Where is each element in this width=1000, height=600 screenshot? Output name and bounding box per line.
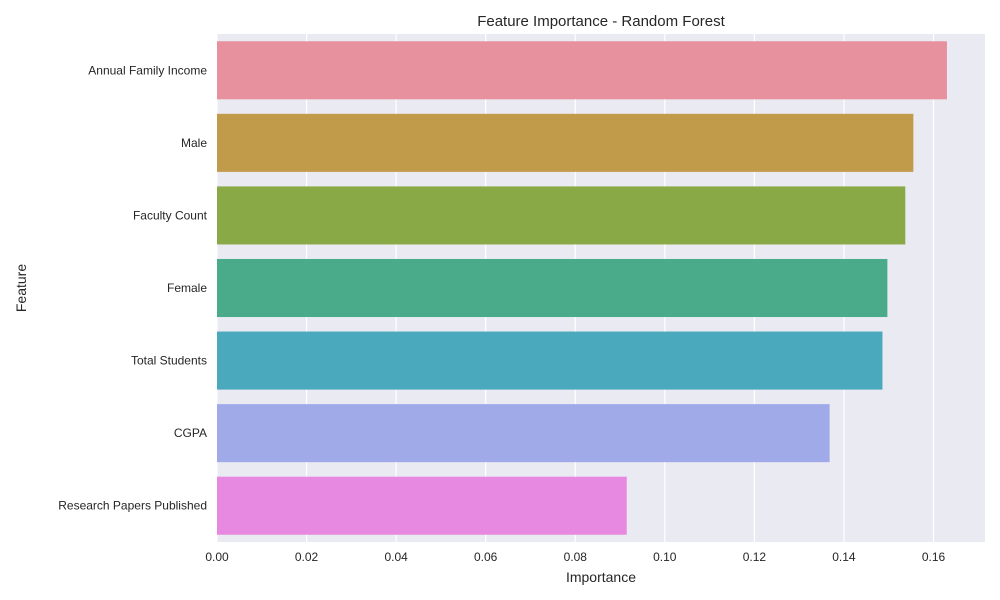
x-tick-label: 0.06	[474, 550, 498, 564]
bar-cgpa	[217, 404, 830, 463]
y-tick-label: Total Students	[131, 354, 207, 368]
x-tick-label: 0.02	[295, 550, 319, 564]
x-tick-label: 0.04	[384, 550, 408, 564]
x-tick-label: 0.16	[922, 550, 946, 564]
x-tick-label: 0.12	[743, 550, 767, 564]
x-tick-label: 0.14	[832, 550, 856, 564]
y-tick-label: Faculty Count	[133, 208, 208, 222]
y-tick-labels: Annual Family Income Male Faculty Count Fem…	[58, 63, 207, 512]
y-tick-label: Female	[167, 281, 207, 295]
y-tick-label: Research Papers Published	[58, 499, 207, 513]
bar-annual-family-income	[217, 41, 947, 100]
x-tick-label: 0.00	[205, 550, 229, 564]
y-tick-label: CGPA	[174, 426, 207, 440]
y-tick-label: Male	[181, 136, 207, 150]
x-tick-label: 0.08	[564, 550, 588, 564]
y-axis-title: Feature	[13, 264, 29, 312]
x-tick-labels: 0.00 0.02 0.04 0.06 0.08 0.10 0.12 0.14 0.16	[205, 550, 945, 564]
bar-male	[217, 113, 914, 172]
bar-faculty-count	[217, 186, 906, 245]
x-tick-label: 0.10	[653, 550, 677, 564]
bars	[217, 41, 947, 535]
bar-research-papers-published	[217, 476, 627, 535]
x-axis-title: Importance	[566, 569, 636, 585]
chart-title: Feature Importance - Random Forest	[477, 13, 725, 30]
bar-total-students	[217, 331, 883, 390]
y-tick-label: Annual Family Income	[88, 63, 207, 77]
bar-female	[217, 258, 888, 318]
